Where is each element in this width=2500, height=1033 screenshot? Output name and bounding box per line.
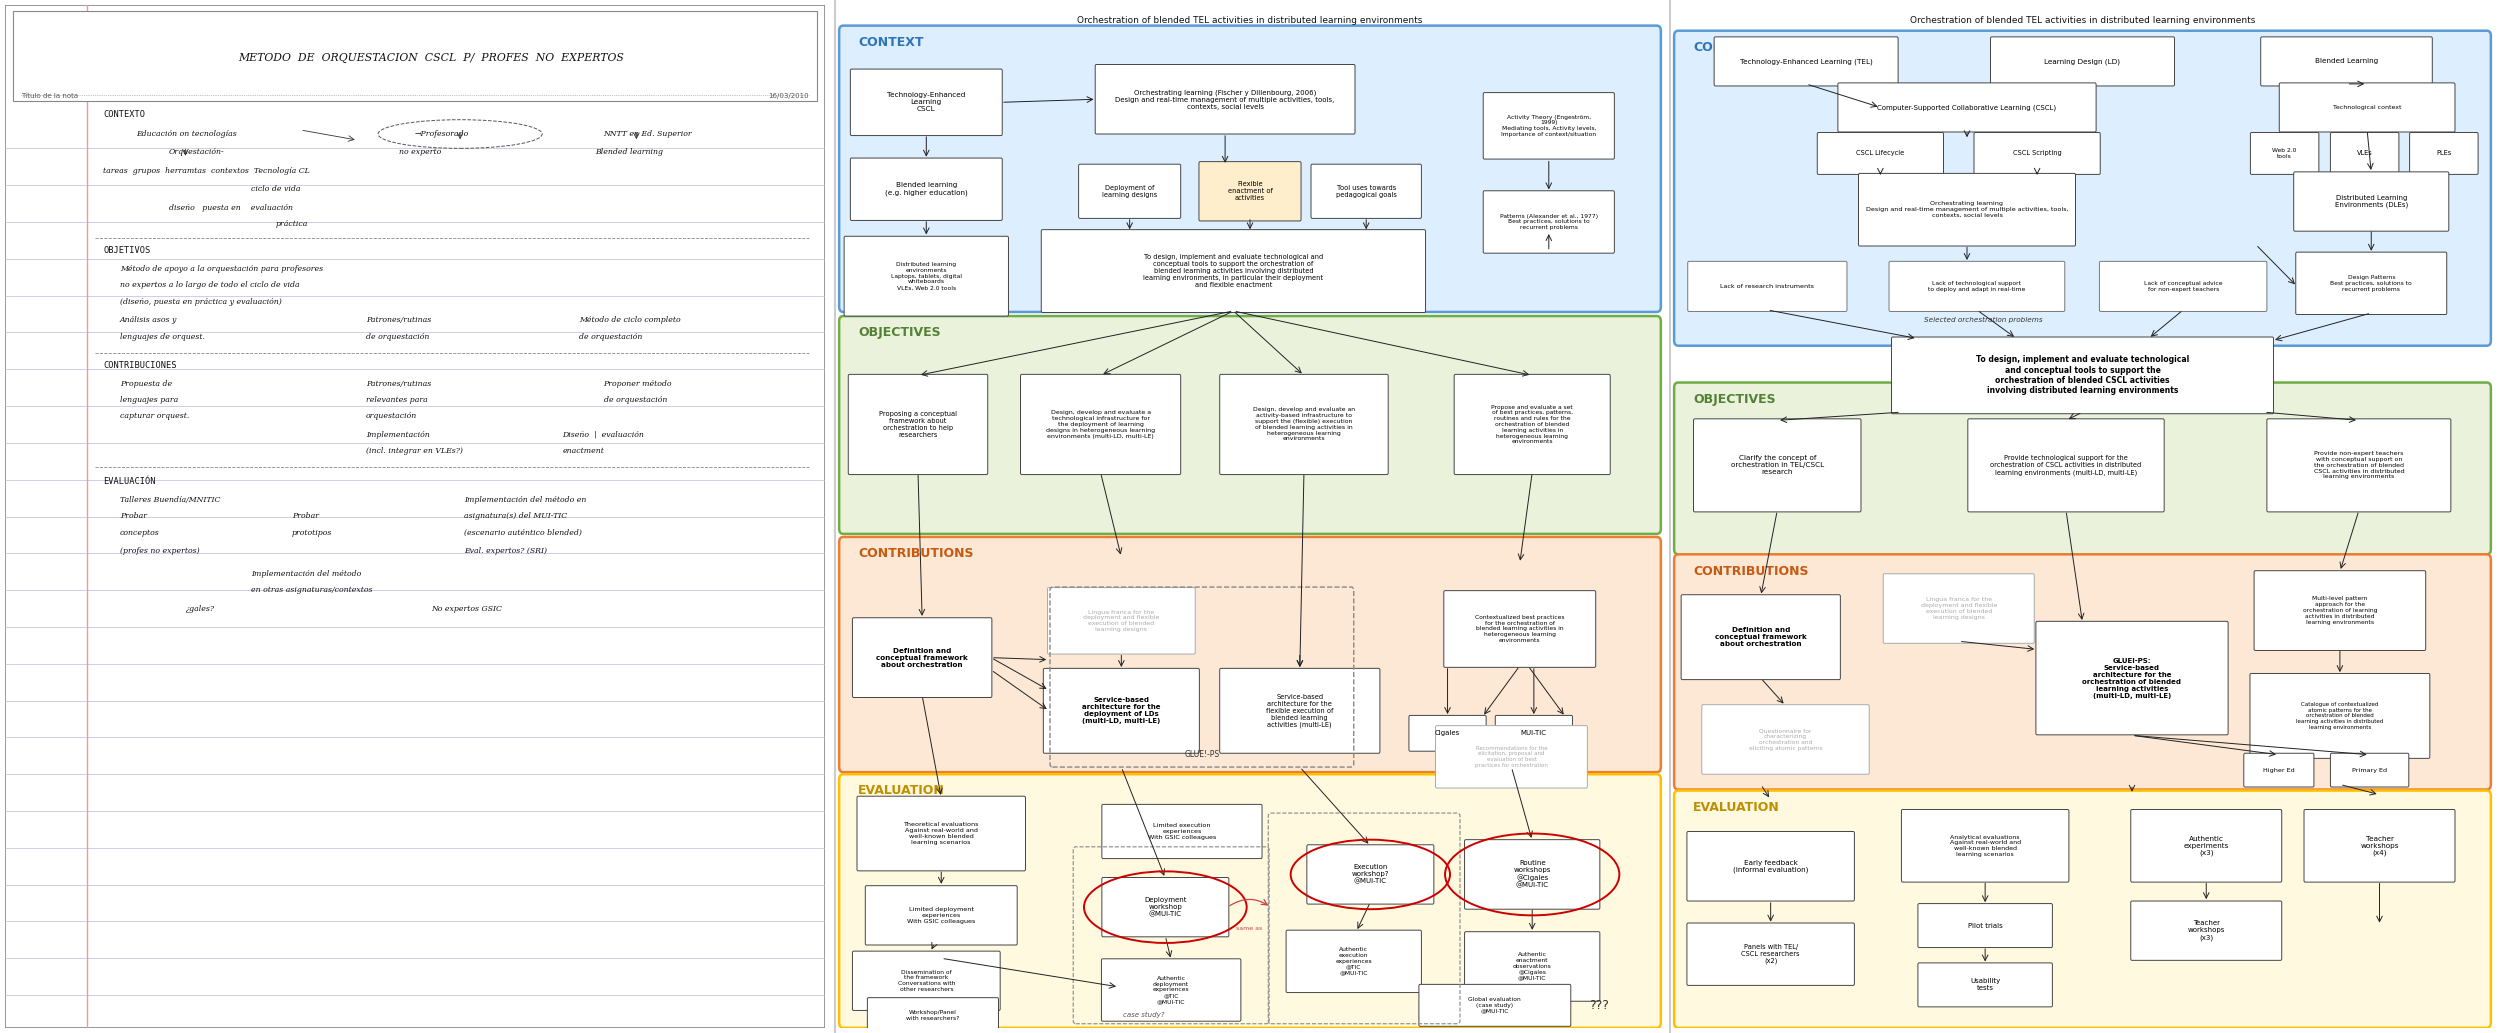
FancyBboxPatch shape [2292,171,2450,231]
Text: Probar: Probar [292,512,320,521]
Text: Design Patterns
Best practices, solutions to
recurrent problems: Design Patterns Best practices, solution… [2330,275,2412,291]
FancyBboxPatch shape [2330,753,2410,787]
Text: Global evaluation
(case study)
@MUI-TIC: Global evaluation (case study) @MUI-TIC [1468,997,1520,1013]
Text: CSCL Scripting: CSCL Scripting [2013,151,2062,156]
FancyBboxPatch shape [850,158,1003,220]
Text: Analytical evaluations
Against real-world and
well-known blended
learning scenar: Analytical evaluations Against real-worl… [1950,835,2020,857]
Text: Patterns (Alexander et al., 1977)
Best practices, solutions to
recurrent problem: Patterns (Alexander et al., 1977) Best p… [1500,214,1598,230]
FancyBboxPatch shape [2280,83,2455,132]
FancyBboxPatch shape [2250,132,2320,175]
FancyBboxPatch shape [850,69,1003,135]
Text: Early feedback
(informal evaluation): Early feedback (informal evaluation) [1732,859,1807,873]
Text: Technology-Enhanced Learning (TEL): Technology-Enhanced Learning (TEL) [1740,58,1872,65]
Text: tareas  grupos  herramtas  contextos  Tecnología CL: tareas grupos herramtas contextos Tecnol… [102,167,310,175]
Text: Blended learning: Blended learning [595,149,662,156]
Text: orquestación: orquestación [365,412,418,420]
FancyBboxPatch shape [1975,132,2100,175]
Text: Technology-Enhanced
Learning
CSCL: Technology-Enhanced Learning CSCL [888,92,965,113]
Text: Clarify the concept of
orchestration in TEL/CSCL
research: Clarify the concept of orchestration in … [1730,456,1825,475]
Text: CONTRIBUTIONS: CONTRIBUTIONS [1693,565,1808,577]
Text: METODO  DE  ORQUESTACION  CSCL  P/  PROFES  NO  EXPERTOS: METODO DE ORQUESTACION CSCL P/ PROFES NO… [238,54,625,63]
Text: Web 2.0
tools: Web 2.0 tools [2272,148,2298,159]
FancyBboxPatch shape [1310,164,1422,218]
Text: (escenario auténtico blended): (escenario auténtico blended) [465,529,582,537]
Text: CONTRIBUCIONES: CONTRIBUCIONES [102,361,178,370]
FancyBboxPatch shape [1042,229,1425,312]
FancyBboxPatch shape [1882,573,2035,644]
Text: Technological context: Technological context [2332,105,2402,109]
Text: VLEs: VLEs [2358,151,2372,156]
Text: same as: same as [1235,927,1262,931]
FancyBboxPatch shape [1308,845,1435,904]
Text: Teacher
workshops
(x4): Teacher workshops (x4) [2360,836,2400,856]
FancyBboxPatch shape [1688,261,1847,312]
Text: Learning Design (LD): Learning Design (LD) [2045,58,2120,65]
Text: CONTRIBUTIONS: CONTRIBUTIONS [858,547,973,560]
Text: Usability
tests: Usability tests [1970,978,2000,992]
Text: asignatura(s) del MUI-TIC: asignatura(s) del MUI-TIC [465,512,568,521]
FancyBboxPatch shape [1918,963,2052,1007]
FancyBboxPatch shape [2305,810,2455,882]
Text: Método de apoyo a la orquestación para profesores: Método de apoyo a la orquestación para p… [120,265,322,273]
Text: CONTEXTO: CONTEXTO [102,111,145,119]
Text: Distributed learning
environments
Laptops, tablets, digital
whiteboards
VLEs, We: Distributed learning environments Laptop… [890,262,963,290]
Text: Propose and evaluate a set
of best practices, patterns,
routines and rules for t: Propose and evaluate a set of best pract… [1492,405,1572,444]
Text: Talleres Buendía/MNITIC: Talleres Buendía/MNITIC [120,496,220,504]
Text: Service-based
architecture for the
deployment of LDs
(multi-LD, multi-LE): Service-based architecture for the deplo… [1082,697,1160,724]
Text: capturar orquest.: capturar orquest. [120,412,190,420]
FancyBboxPatch shape [1042,668,1200,753]
Text: Service-based
architecture for the
flexible execution of
blended learning
activi: Service-based architecture for the flexi… [1265,693,1332,728]
Text: 16/03/2010: 16/03/2010 [768,93,808,99]
Text: de orquestación: de orquestación [580,333,642,341]
FancyBboxPatch shape [1102,805,1262,858]
Text: Eval. expertos? (SRI): Eval. expertos? (SRI) [465,547,548,556]
FancyBboxPatch shape [1495,716,1572,751]
FancyBboxPatch shape [2330,132,2400,175]
Text: CONTEXT: CONTEXT [1693,41,1758,54]
Text: No expertos GSIC: No expertos GSIC [432,604,502,613]
Text: Contextualized best practices
for the orchestration of
blended learning activiti: Contextualized best practices for the or… [1475,615,1565,644]
Text: Diseño  |  evaluación: Diseño | evaluación [562,431,645,439]
Text: GLUE!-PS: GLUE!-PS [1185,750,1220,759]
Text: Definition and
conceptual framework
about orchestration: Definition and conceptual framework abou… [1715,627,1808,648]
Text: Provide technological support for the
orchestration of CSCL activities in distri: Provide technological support for the or… [1990,456,2142,475]
Text: Flexible
enactment of
activities: Flexible enactment of activities [1228,181,1272,201]
Text: no experto: no experto [398,149,440,156]
FancyBboxPatch shape [1675,382,2490,555]
FancyBboxPatch shape [1455,374,1610,474]
Text: Orchestrating learning (Fischer y Dillenbourg, 2006)
Design and real-time manage: Orchestrating learning (Fischer y Dillen… [1115,89,1335,109]
Text: Propuesta de: Propuesta de [120,379,172,387]
FancyBboxPatch shape [1675,555,2490,789]
Text: Recommendations for the
elicitation, proposal and
evaluation of best
practices f: Recommendations for the elicitation, pro… [1475,746,1548,768]
FancyBboxPatch shape [1918,904,2052,947]
Text: en otras asignaturas/contextos: en otras asignaturas/contextos [250,586,372,594]
FancyBboxPatch shape [2130,901,2282,961]
Text: OBJECTIVES: OBJECTIVES [858,326,940,339]
FancyBboxPatch shape [2100,261,2268,312]
Text: Orchestration of blended TEL activities in distributed learning environments: Orchestration of blended TEL activities … [1078,15,1422,25]
FancyBboxPatch shape [1020,374,1180,474]
Text: CONTEXT: CONTEXT [858,36,922,49]
Text: no expertos a lo largo de todo el ciclo de vida: no expertos a lo largo de todo el ciclo … [120,281,300,289]
Bar [12,11,818,101]
Text: relevantes para: relevantes para [365,396,428,404]
Text: Blended learning
(e.g. higher education): Blended learning (e.g. higher education) [885,183,968,196]
Text: Catalogue of contextualized
atomic patterns for the
orchestration of blended
lea: Catalogue of contextualized atomic patte… [2298,701,2382,730]
Text: Implementación del método en: Implementación del método en [465,496,588,504]
Text: Design, develop and evaluate a
technological infrastructure for
the deployment o: Design, develop and evaluate a technolog… [1045,410,1155,439]
FancyBboxPatch shape [840,316,1660,534]
Text: Primary Ed: Primary Ed [2352,768,2388,773]
Text: MUI-TIC: MUI-TIC [1520,730,1548,737]
Text: Higher Ed: Higher Ed [2262,768,2295,773]
FancyBboxPatch shape [1675,31,2490,346]
Text: →Profesorado: →Profesorado [415,130,470,138]
FancyBboxPatch shape [1102,959,1240,1022]
Text: enactment: enactment [562,447,605,456]
Text: Orchestration of blended TEL activities in distributed learning environments: Orchestration of blended TEL activities … [1910,15,2255,25]
FancyBboxPatch shape [1420,984,1570,1027]
FancyBboxPatch shape [1892,337,2272,414]
FancyBboxPatch shape [2035,621,2228,734]
FancyBboxPatch shape [2410,132,2478,175]
FancyBboxPatch shape [1990,37,2175,86]
FancyBboxPatch shape [1675,790,2490,1028]
